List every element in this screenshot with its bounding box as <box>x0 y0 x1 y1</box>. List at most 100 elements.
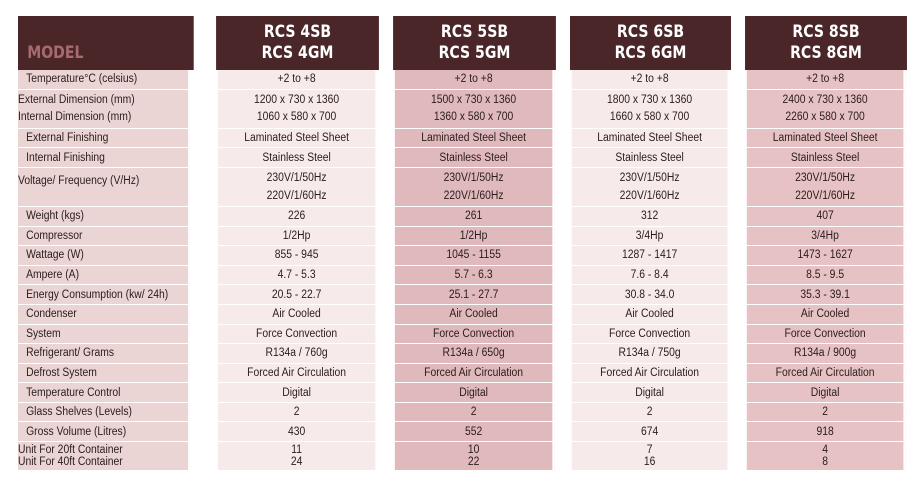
model-name-line1: RCS 5SB <box>440 22 509 42</box>
label-text: Gross Volume (Litres) <box>26 425 127 438</box>
spec-cell: Digital <box>571 383 730 403</box>
model-header-label: MODEL <box>18 16 194 70</box>
value-text: +2 to +8 <box>454 73 493 86</box>
value-text: Force Convection <box>256 327 338 340</box>
label-text: Unit For 20ft Container <box>18 443 123 456</box>
spec-cell: R134a / 900g <box>746 344 906 364</box>
model-header-rcs6: RCS 6SB RCS 6GM <box>570 16 731 70</box>
value-text: 22 <box>467 455 480 468</box>
spec-cell: +2 to +8 <box>217 70 378 90</box>
value-text: 220V/1/60Hz <box>619 189 680 202</box>
spec-cell: 1800 x 730 x 1360 1660 x 580 x 700 <box>571 89 730 129</box>
spec-cell: 2 <box>217 402 378 423</box>
spec-cell: Stainless Steel <box>571 148 730 168</box>
value-text: 220V/1/60Hz <box>443 189 504 202</box>
value-text: Laminated Steel Sheet <box>421 132 526 145</box>
spec-table: MODEL RCS 4SB RCS 4GM RCS 5SB RCS 5GM RC… <box>18 16 914 471</box>
spec-cell: 918 <box>746 422 906 442</box>
spec-cell: 261 <box>394 207 555 227</box>
value-text: Stainless Steel <box>790 151 860 164</box>
model-header-rcs5: RCS 5SB RCS 5GM <box>393 16 556 70</box>
spec-cell: Force Convection <box>746 324 906 345</box>
label-text: System <box>26 327 61 340</box>
value-text: 1060 x 580 x 700 <box>256 111 337 124</box>
value-text: 1/2Hp <box>459 229 488 242</box>
spec-cell: 8.5 - 9.5 <box>746 265 906 286</box>
value-text: Forced Air Circulation <box>424 366 524 379</box>
spec-cell: Stainless Steel <box>217 148 378 168</box>
value-text: +2 to +8 <box>630 73 669 86</box>
value-text: Laminated Steel Sheet <box>244 132 349 145</box>
spec-cell: Digital <box>217 383 378 403</box>
spec-cell: 1473 - 1627 <box>746 246 906 266</box>
value-text: Air Cooled <box>272 308 321 321</box>
value-text: 226 <box>287 210 306 223</box>
value-text: Digital <box>459 386 488 399</box>
value-text: 24 <box>290 455 303 468</box>
value-text: 35.3 - 39.1 <box>800 288 850 301</box>
value-text: 261 <box>464 210 483 223</box>
label-text: Glass Shelves (Levels) <box>26 406 132 419</box>
label-text: Unit For 40ft Container <box>18 455 123 468</box>
value-text: Stainless Steel <box>615 151 684 164</box>
spec-cell: 230V/1/50Hz 220V/1/60Hz <box>217 167 378 208</box>
spec-row-label: Temperature Control <box>18 383 190 403</box>
value-text: Laminated Steel Sheet <box>772 132 878 145</box>
value-text: 230V/1/50Hz <box>266 172 327 185</box>
value-text: 2260 x 580 x 700 <box>785 111 865 124</box>
label-text: Voltage/ Frequency (V/Hz) <box>18 175 140 188</box>
spec-cell: +2 to +8 <box>746 70 906 90</box>
spec-row-label: Energy Consumption (kw/ 24h) <box>18 285 190 305</box>
label-text: External Finishing <box>26 132 109 145</box>
value-text: 8 <box>822 455 828 468</box>
value-text: 16 <box>643 455 656 468</box>
spec-cell: 10 22 <box>394 441 555 471</box>
value-text: Stainless Steel <box>439 151 508 164</box>
spec-cell: 3/4Hp <box>746 226 906 247</box>
value-text: 10 <box>467 443 480 456</box>
spec-row-label: Internal Finishing <box>18 148 190 168</box>
spec-cell: +2 to +8 <box>394 70 555 90</box>
spec-row-label: Glass Shelves (Levels) <box>18 402 190 423</box>
value-text: Stainless Steel <box>262 151 331 164</box>
value-text: 552 <box>464 425 483 438</box>
value-text: 855 - 945 <box>274 249 319 262</box>
spec-cell: Air Cooled <box>217 304 378 325</box>
spec-cell: Air Cooled <box>746 304 906 325</box>
value-text: 407 <box>816 210 834 223</box>
value-text: 4 <box>822 443 828 456</box>
value-text: 220V/1/60Hz <box>795 189 856 202</box>
spec-cell: Digital <box>746 383 906 403</box>
model-label-text: MODEL <box>27 43 84 63</box>
spec-row-label: Compressor <box>18 226 190 247</box>
spec-cell: 1045 - 1155 <box>394 246 555 266</box>
value-text: Air Cooled <box>800 308 850 321</box>
value-text: Force Convection <box>784 327 866 340</box>
spec-cell: 2 <box>571 402 730 423</box>
value-text: Force Convection <box>609 327 691 340</box>
spec-cell: 226 <box>217 207 378 227</box>
value-text: 230V/1/50Hz <box>619 172 680 185</box>
label-text: External Dimension (mm) <box>18 94 135 107</box>
value-text: 2 <box>646 406 653 419</box>
spec-cell: Force Convection <box>217 324 378 345</box>
spec-row-label: External Dimension (mm) Internal Dimensio… <box>18 89 190 129</box>
spec-cell: Forced Air Circulation <box>217 363 378 384</box>
value-text: Digital <box>635 386 664 399</box>
spec-cell: 552 <box>394 422 555 442</box>
value-text: 2 <box>293 406 300 419</box>
value-text: 1045 - 1155 <box>446 249 501 262</box>
value-text: 312 <box>640 210 659 223</box>
spec-cell: Laminated Steel Sheet <box>571 128 730 149</box>
value-text: +2 to +8 <box>277 73 316 86</box>
model-name-line2: RCS 8GM <box>790 43 862 63</box>
value-text: Digital <box>810 386 840 399</box>
label-text: Temperature°C (celsius) <box>26 73 138 86</box>
spec-cell: Force Convection <box>394 324 555 345</box>
spec-cell: 35.3 - 39.1 <box>746 285 906 305</box>
value-text: 30.8 - 34.0 <box>624 288 675 301</box>
label-text: Weight (kgs) <box>26 210 85 223</box>
value-text: R134a / 650g <box>442 347 505 360</box>
value-text: Air Cooled <box>625 308 674 321</box>
